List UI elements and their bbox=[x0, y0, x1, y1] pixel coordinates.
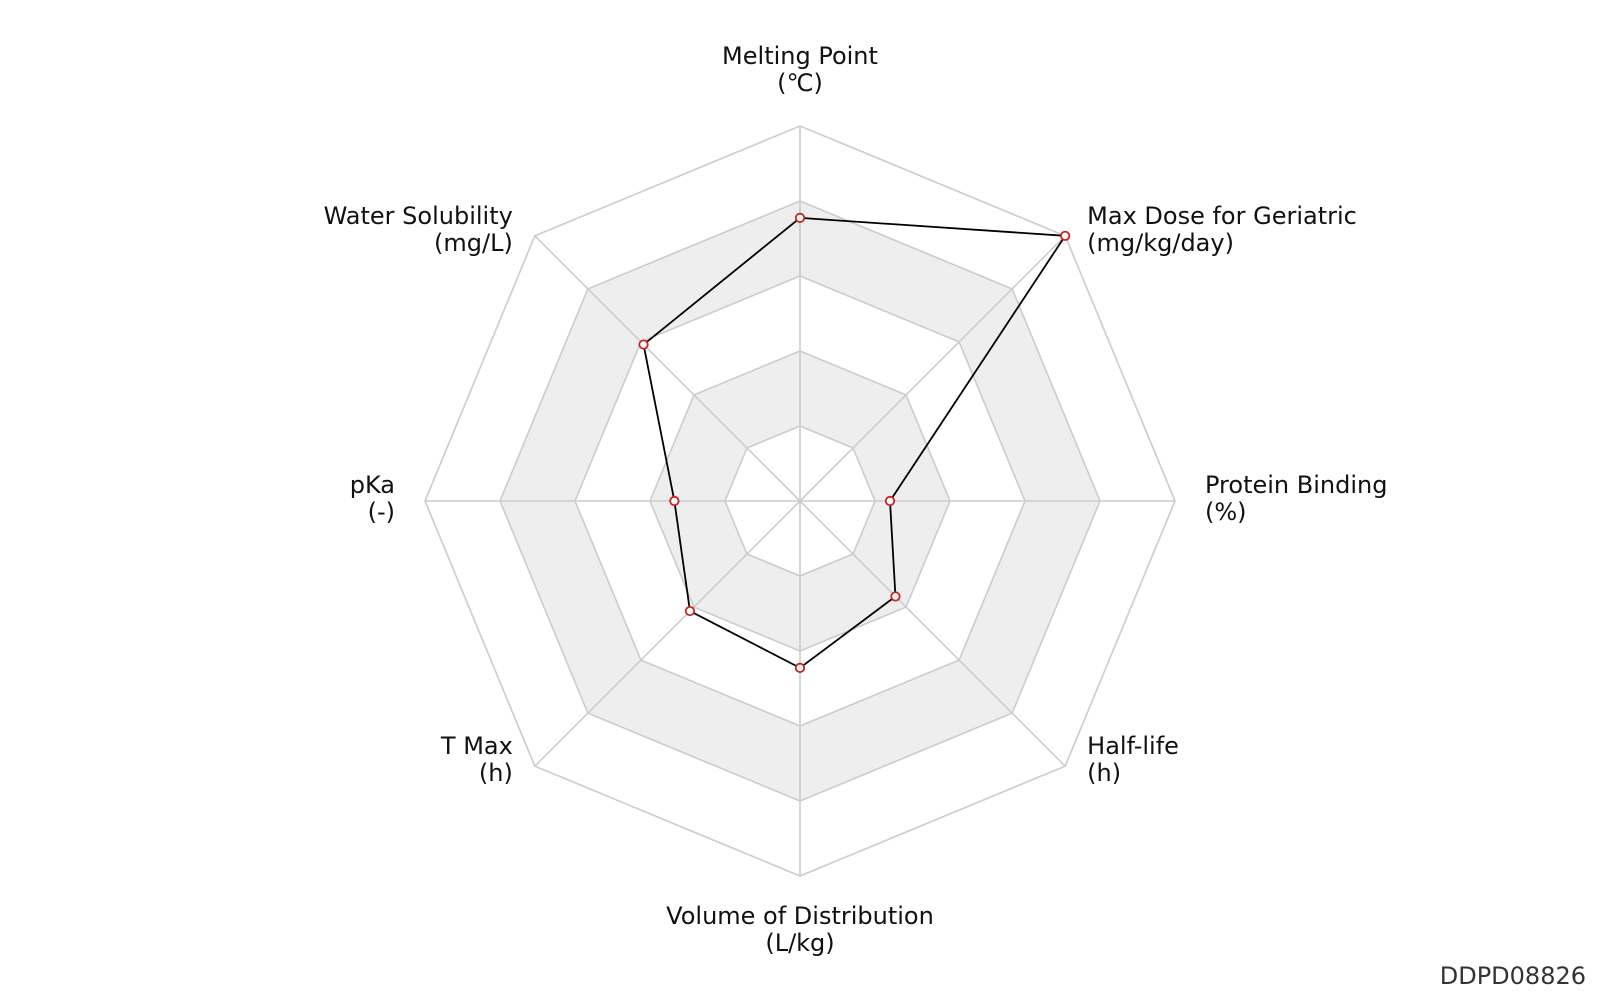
axis-label-name: Water Solubility bbox=[324, 202, 513, 230]
axis-label-name: Max Dose for Geriatric bbox=[1087, 202, 1357, 230]
axis-label-unit: (h) bbox=[1087, 759, 1121, 787]
radar-data-point bbox=[684, 605, 696, 617]
radar-data-point bbox=[638, 339, 649, 350]
axis-label-name: T Max bbox=[440, 732, 513, 760]
radar-spokes bbox=[425, 126, 1175, 876]
axis-label-name: Melting Point bbox=[722, 42, 878, 70]
axis-label-unit: (%) bbox=[1205, 498, 1247, 526]
axis-label-name: Volume of Distribution bbox=[666, 902, 934, 930]
axis-label-unit: (L/kg) bbox=[765, 929, 834, 957]
axis-label-unit: (mg/L) bbox=[434, 229, 513, 257]
axis-label-unit: (mg/kg/day) bbox=[1087, 229, 1234, 257]
radar-spoke bbox=[534, 500, 801, 767]
radar-data-point bbox=[890, 591, 901, 602]
watermark-id: DDPD08826 bbox=[1439, 962, 1586, 990]
axis-label-name: pKa bbox=[350, 471, 395, 499]
radar-data-point bbox=[794, 212, 806, 223]
axis-label-unit: (℃) bbox=[777, 69, 823, 97]
radar-data-point bbox=[1060, 230, 1071, 241]
axis-label-unit: (-) bbox=[368, 498, 395, 526]
radar-series bbox=[638, 212, 1071, 673]
radar-data-point bbox=[669, 495, 680, 507]
radar-spoke bbox=[799, 235, 1066, 502]
axis-label-unit: (h) bbox=[479, 759, 513, 787]
radar-data-point bbox=[884, 495, 896, 507]
axis-label-name: Half-life bbox=[1087, 732, 1179, 760]
radar-spoke bbox=[534, 235, 801, 502]
axis-label-name: Protein Binding bbox=[1205, 471, 1387, 499]
radar-data-point bbox=[794, 662, 806, 673]
radar-spoke bbox=[799, 500, 1066, 767]
radar-axis-labels: Melting Point(℃)Max Dose for Geriatric(m… bbox=[324, 42, 1388, 957]
